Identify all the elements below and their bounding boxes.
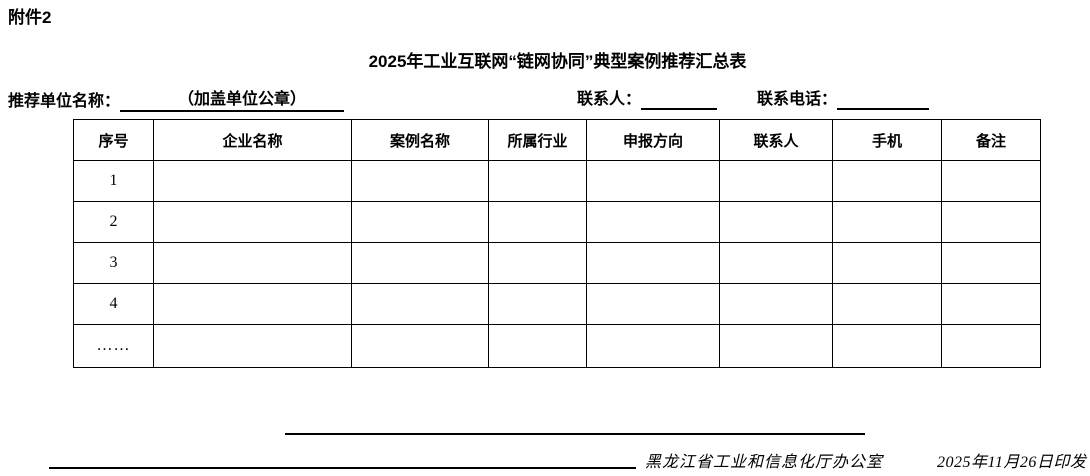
empty-cell[interactable] [832, 160, 942, 202]
empty-cell[interactable] [488, 242, 587, 284]
org-name-field[interactable]: （加盖单位公章） [120, 89, 345, 112]
empty-cell[interactable] [719, 283, 833, 325]
contact-label: 联系人： [577, 91, 642, 108]
empty-cell[interactable] [351, 160, 489, 202]
org-name-label: 推荐单位名称： [8, 93, 121, 110]
empty-cell[interactable] [351, 283, 489, 325]
footer-rule-bottom [49, 467, 636, 469]
empty-cell[interactable] [488, 201, 587, 243]
org-name-line: 推荐单位名称： （加盖单位公章） [8, 89, 345, 112]
empty-cell[interactable] [586, 242, 720, 284]
empty-cell[interactable] [719, 324, 833, 368]
empty-cell[interactable] [941, 242, 1041, 284]
row-number: 3 [73, 242, 154, 284]
empty-cell[interactable] [586, 283, 720, 325]
empty-cell[interactable] [941, 201, 1041, 243]
footer-rule-top [285, 433, 865, 435]
row-number: 4 [73, 283, 154, 325]
col-header-case: 案例名称 [351, 119, 489, 161]
col-header-contact: 联系人 [719, 119, 833, 161]
col-header-company: 企业名称 [153, 119, 352, 161]
print-date: 2025年11月26日印发 [937, 454, 1087, 471]
empty-cell[interactable] [488, 324, 587, 368]
phone-line: 联系电话： [757, 89, 930, 112]
issuer-office: 黑龙江省工业和信息化厅办公室 [645, 454, 884, 471]
empty-cell[interactable] [488, 160, 587, 202]
table-row: 4 [73, 283, 1041, 325]
header-row: 序号 企业名称 案例名称 所属行业 申报方向 联系人 手机 备注 [73, 119, 1041, 161]
table-row: …… [73, 324, 1041, 368]
empty-cell[interactable] [941, 324, 1041, 368]
empty-cell[interactable] [153, 201, 352, 243]
table-row: 2 [73, 201, 1041, 243]
contact-field[interactable] [641, 92, 718, 110]
empty-cell[interactable] [153, 324, 352, 368]
empty-cell[interactable] [832, 242, 942, 284]
phone-field[interactable] [837, 92, 930, 110]
org-name-blank-right[interactable] [306, 94, 344, 110]
attachment-label: 附件2 [8, 8, 52, 27]
empty-cell[interactable] [832, 201, 942, 243]
table-row: 3 [73, 242, 1041, 284]
row-number: …… [73, 324, 154, 368]
empty-cell[interactable] [832, 283, 942, 325]
org-name-blank-left[interactable] [120, 94, 178, 110]
col-header-direction: 申报方向 [586, 119, 720, 161]
row-number: 2 [73, 201, 154, 243]
phone-label: 联系电话： [757, 91, 838, 108]
empty-cell[interactable] [719, 242, 833, 284]
page-title: 2025年工业互联网“链网协同”典型案例推荐汇总表 [368, 52, 747, 71]
empty-cell[interactable] [586, 160, 720, 202]
empty-cell[interactable] [586, 324, 720, 368]
empty-cell[interactable] [719, 160, 833, 202]
table-row: 1 [73, 160, 1041, 202]
col-header-industry: 所属行业 [488, 119, 587, 161]
empty-cell[interactable] [153, 242, 352, 284]
empty-cell[interactable] [351, 201, 489, 243]
empty-cell[interactable] [153, 283, 352, 325]
empty-cell[interactable] [351, 324, 489, 368]
empty-cell[interactable] [941, 160, 1041, 202]
empty-cell[interactable] [153, 160, 352, 202]
col-header-phone: 手机 [832, 119, 942, 161]
empty-cell[interactable] [351, 242, 489, 284]
seal-note: （加盖单位公章） [178, 91, 307, 108]
contact-line: 联系人： [577, 89, 718, 112]
empty-cell[interactable] [832, 324, 942, 368]
col-header-index: 序号 [73, 119, 154, 161]
empty-cell[interactable] [941, 283, 1041, 325]
empty-cell[interactable] [488, 283, 587, 325]
col-header-notes: 备注 [941, 119, 1041, 161]
empty-cell[interactable] [586, 201, 720, 243]
row-number: 1 [73, 160, 154, 202]
empty-cell[interactable] [719, 201, 833, 243]
summary-table: 序号 企业名称 案例名称 所属行业 申报方向 联系人 手机 备注 1 2 [73, 119, 1041, 368]
